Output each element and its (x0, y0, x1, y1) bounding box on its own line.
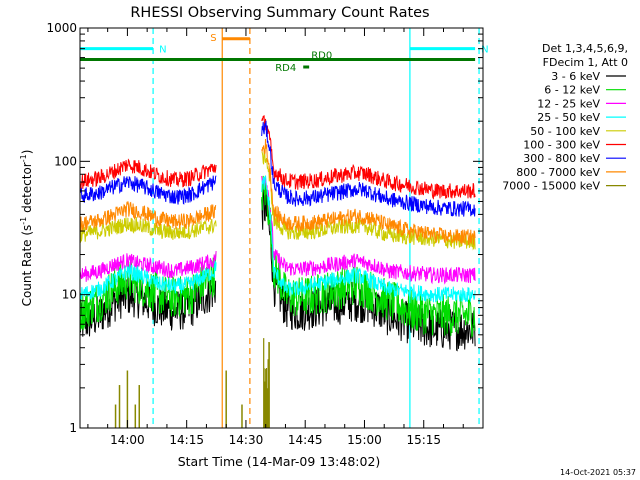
annotation-label-0: N (159, 45, 166, 56)
x-tick-label-3: 14:45 (288, 433, 323, 447)
legend-header-line-1: Det 1,3,4,5,6,9, (542, 42, 628, 55)
annotation-label-3: RD0 (311, 51, 332, 62)
x-tick-label-1: 14:15 (169, 433, 204, 447)
legend-label-3: 25 - 50 keV (537, 111, 600, 124)
series-line-1-segment-0 (79, 251, 217, 331)
series-line-3-segment-0 (79, 260, 217, 300)
series-line-2-segment-1 (261, 175, 476, 285)
x-tick-label-2: 14:30 (229, 433, 264, 447)
annotation-label-1: N (481, 45, 488, 56)
series-line-6-segment-0 (79, 175, 217, 205)
plot-frame (79, 27, 484, 429)
x-tick-label-4: 15:00 (347, 433, 382, 447)
legend-label-7: 800 - 7000 keV (516, 166, 600, 179)
series-line-7-segment-1 (261, 138, 476, 246)
series-line-6-segment-1 (261, 120, 476, 217)
legend-header-line-2: FDecim 1, Att 0 (543, 56, 628, 69)
x-tick-label-0: 14:00 (110, 433, 145, 447)
annotation-label-4: RD4 (275, 63, 296, 74)
legend-label-1: 6 - 12 keV (544, 84, 600, 97)
footer-timestamp: 14-Oct-2021 05:37 (560, 468, 636, 477)
x-axis-label: Start Time (14-Mar-09 13:48:02) (178, 454, 381, 469)
y-tick-label-2: 100 (54, 154, 77, 168)
legend-label-6: 300 - 800 keV (523, 152, 600, 165)
y-tick-label-1: 10 (62, 288, 77, 302)
y-axis-label-sup1: -1 (19, 217, 28, 225)
y-axis-label-main: Count Rate (s (20, 225, 34, 307)
legend-label-8: 7000 - 15000 keV (502, 180, 600, 193)
x-tick-label-5: 15:15 (406, 433, 441, 447)
legend-label-2: 12 - 25 keV (537, 97, 600, 110)
axes: 14:00 14:15 14:30 14:45 15:00 15:15 1 10 100 1000 (46, 21, 484, 447)
y-axis-label-mid: detector (20, 162, 34, 217)
annotation-label-2: S (210, 33, 216, 44)
series-line-7-segment-0 (79, 201, 217, 233)
series-line-3-segment-1 (261, 175, 476, 303)
legend-label-5: 100 - 300 keV (523, 139, 600, 152)
series-line-5-segment-1 (261, 115, 476, 200)
legend-label-0: 3 - 6 keV (551, 70, 600, 83)
series-line-5-segment-0 (79, 158, 217, 189)
series-line-8 (263, 338, 270, 428)
legend-label-4: 50 - 100 keV (530, 125, 600, 138)
chart-title: RHESSI Observing Summary Count Rates (130, 5, 429, 21)
plot-area: N N S RD0 RD4 (79, 28, 489, 428)
y-axis-label-end: ) (20, 150, 34, 155)
series-line-2-segment-0 (79, 251, 217, 282)
y-tick-label-3: 1000 (46, 21, 77, 35)
y-axis-label: Count Rate (s-1 detector-1) (19, 150, 34, 307)
y-axis-label-sup2: -1 (19, 154, 28, 162)
y-tick-label-0: 1 (69, 421, 77, 435)
